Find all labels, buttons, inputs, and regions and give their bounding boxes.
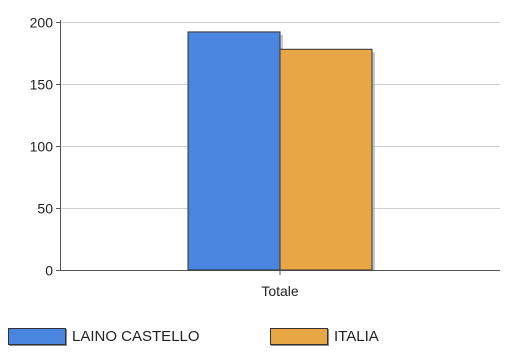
y-tick-label: 50: [37, 201, 53, 217]
legend-item-italia[interactable]: ITALIA: [270, 328, 379, 345]
bar-laino-castello[interactable]: [187, 31, 281, 271]
legend: LAINO CASTELLO ITALIA: [0, 328, 509, 352]
legend-item-laino-castello[interactable]: LAINO CASTELLO: [8, 328, 200, 345]
legend-swatch-italia: [270, 328, 328, 345]
legend-label-italia: ITALIA: [334, 328, 379, 345]
legend-swatch-laino-castello: [8, 328, 66, 345]
bar-italia[interactable]: [279, 48, 373, 271]
y-tick-label: 200: [30, 15, 54, 31]
y-tick-label: 100: [30, 139, 54, 155]
y-tick-label: 150: [30, 77, 54, 93]
bars: [187, 31, 375, 271]
x-category-label: Totale: [261, 283, 299, 299]
y-tick-label: 0: [45, 263, 53, 279]
bar-chart: 0 50 100 150 200 Totale: [30, 15, 500, 299]
x-axis-categories: Totale: [261, 270, 299, 299]
legend-label-laino-castello: LAINO CASTELLO: [72, 328, 200, 345]
y-axis-ticks: 0 50 100 150 200: [30, 15, 60, 279]
